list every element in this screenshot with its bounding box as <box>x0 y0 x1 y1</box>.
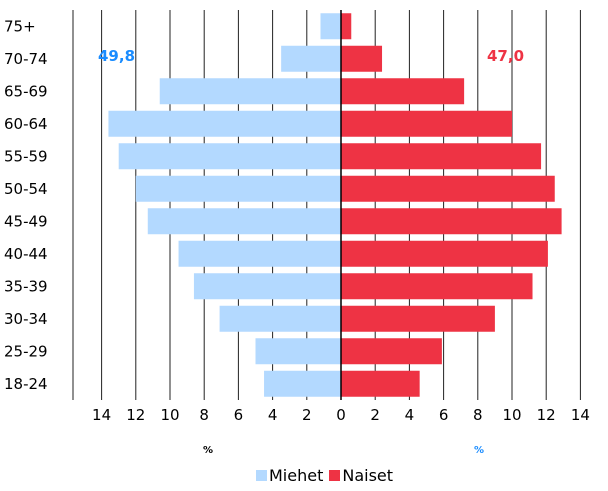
bar-miehet-60-64 <box>108 110 341 137</box>
x-tick-label: 12 <box>537 406 556 424</box>
x-tick-label: 4 <box>405 406 415 424</box>
bar-miehet-55-59 <box>118 143 341 170</box>
y-tick-label: 45-49 <box>4 212 48 230</box>
x-tick-label: 0 <box>336 406 346 424</box>
x-unit-left: % <box>203 445 213 456</box>
x-unit-right: % <box>474 445 484 456</box>
bar-naiset-70-74 <box>341 45 383 72</box>
bar-naiset-35-39 <box>341 273 533 300</box>
x-tick-label: 4 <box>268 406 278 424</box>
bar-miehet-30-34 <box>219 305 341 332</box>
bar-naiset-25-29 <box>341 338 442 365</box>
bars <box>108 13 562 397</box>
x-tick-label: 8 <box>473 406 483 424</box>
bar-miehet-40-44 <box>178 240 341 267</box>
bar-miehet-18-24 <box>264 370 341 397</box>
bar-naiset-50-54 <box>341 175 555 202</box>
x-tick-label: 10 <box>502 406 521 424</box>
bar-miehet-65-69 <box>159 78 341 105</box>
bar-naiset-60-64 <box>341 110 512 137</box>
y-tick-label: 30-34 <box>4 310 48 328</box>
x-tick-label: 10 <box>160 406 179 424</box>
bar-naiset-45-49 <box>341 208 562 235</box>
legend-swatch-miehet <box>256 470 267 481</box>
legend-label-naiset: Naiset <box>342 466 394 485</box>
legend-item-miehet: Miehet <box>256 466 323 485</box>
x-tick-label: 14 <box>571 406 590 424</box>
y-tick-label: 60-64 <box>4 115 48 133</box>
bar-miehet-70-74 <box>281 45 341 72</box>
y-tick-label: 50-54 <box>4 180 48 198</box>
x-tick-label: 8 <box>199 406 209 424</box>
x-tick-label: 6 <box>439 406 449 424</box>
y-tick-label: 18-24 <box>4 375 48 393</box>
bar-naiset-75+ <box>341 13 352 40</box>
x-tick-label: 6 <box>234 406 244 424</box>
grid-lines <box>101 10 581 400</box>
bar-naiset-55-59 <box>341 143 542 170</box>
bar-naiset-40-44 <box>341 240 548 267</box>
x-tick-label: 2 <box>302 406 312 424</box>
y-tick-label: 70-74 <box>4 50 48 68</box>
y-tick-label: 75+ <box>4 17 36 35</box>
x-tick-label: 2 <box>370 406 380 424</box>
y-tick-label: 65-69 <box>4 82 48 100</box>
annotation-right-total: 47,0 <box>487 47 524 65</box>
y-tick-label: 40-44 <box>4 245 48 263</box>
legend: Miehet Naiset <box>256 466 399 485</box>
bar-miehet-35-39 <box>193 273 341 300</box>
legend-swatch-naiset <box>329 470 341 481</box>
x-tick-label: 12 <box>126 406 145 424</box>
x-axis-labels: 14 12 10 8 6 4 2 0 2 4 6 8 10 12 14 <box>92 406 590 424</box>
y-tick-label: 55-59 <box>4 147 48 165</box>
y-tick-label: 35-39 <box>4 277 48 295</box>
bar-naiset-18-24 <box>341 370 420 397</box>
bar-miehet-50-54 <box>135 175 341 202</box>
bar-miehet-75+ <box>320 13 341 40</box>
bar-naiset-30-34 <box>341 305 495 332</box>
bar-miehet-45-49 <box>147 208 341 235</box>
bar-naiset-65-69 <box>341 78 465 105</box>
legend-item-naiset: Naiset <box>329 466 393 485</box>
bar-miehet-25-29 <box>255 338 341 365</box>
y-axis-labels: 75+ 70-74 65-69 60-64 55-59 50-54 45-49 40-44 35… <box>4 17 48 393</box>
legend-label-miehet: Miehet <box>269 466 324 485</box>
x-tick-label: 14 <box>92 406 111 424</box>
annotation-left-total: 49,8 <box>98 47 135 65</box>
y-tick-label: 25-29 <box>4 342 48 360</box>
